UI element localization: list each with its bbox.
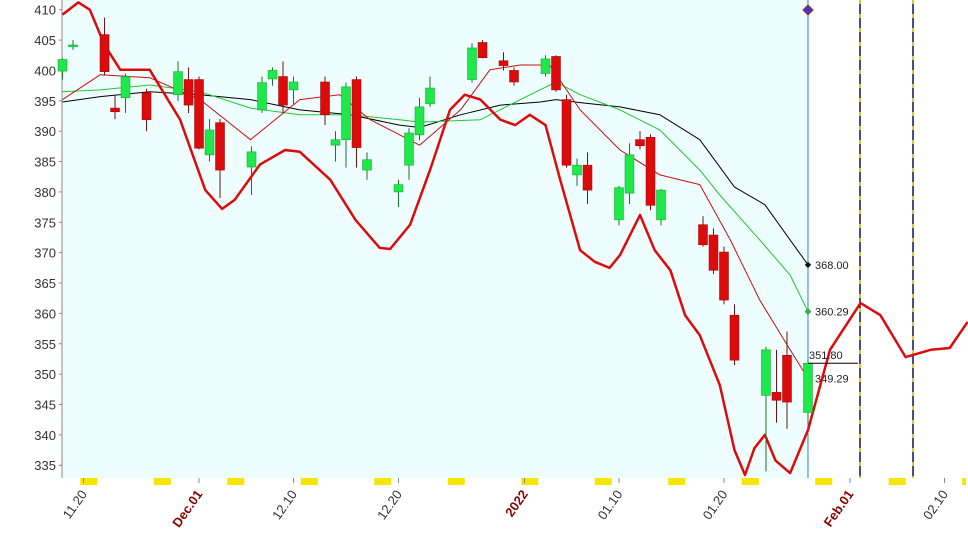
candle-body [68, 44, 78, 48]
candle-body [761, 349, 771, 396]
candle-body [194, 79, 204, 149]
candle-body [656, 189, 666, 221]
y-tick-label: 360 [34, 306, 56, 321]
current-day-marker [802, 4, 814, 16]
candle-body [267, 70, 278, 80]
candle-body [561, 99, 572, 166]
candle-body [477, 42, 488, 59]
axis-area [0, 478, 968, 555]
indicator-line [61, 1, 968, 477]
indicator-line [62, 91, 809, 266]
candle-body [614, 187, 624, 221]
candle-body [341, 86, 351, 140]
candle-body [404, 132, 414, 166]
weekend-band [815, 478, 833, 485]
weekend-band [227, 478, 245, 485]
weekend-band [594, 478, 612, 485]
candle-body [246, 151, 257, 168]
weekend-band [153, 478, 171, 485]
candle-body [120, 76, 131, 99]
candle-body [393, 184, 404, 193]
candle-body [572, 164, 582, 176]
y-tick-label: 365 [34, 276, 56, 291]
y-tick-label: 355 [34, 337, 56, 352]
y-tick-label: 345 [34, 398, 56, 413]
candle-body [729, 314, 740, 361]
candle-body [288, 81, 299, 91]
candle-body [425, 87, 435, 105]
candle-body [708, 234, 719, 271]
y-tick-label: 375 [34, 215, 56, 230]
candle-body [110, 107, 120, 113]
y-tick-label: 410 [34, 3, 56, 18]
weekend-band [300, 478, 318, 485]
candle-body [698, 224, 708, 246]
y-tick-label: 335 [34, 458, 56, 473]
candle-body [351, 79, 362, 148]
end-label: 368.00 [815, 260, 849, 272]
candle-body [771, 392, 782, 401]
weekend-band [447, 478, 465, 485]
candle-body [635, 139, 645, 147]
weekend-band [962, 478, 966, 485]
candle-body [803, 362, 813, 413]
candle-body [320, 81, 330, 116]
end-label: 360.29 [815, 307, 849, 319]
candle-body [645, 136, 656, 206]
candle-body [624, 154, 635, 194]
y-tick-label: 385 [34, 155, 56, 170]
weekend-band [668, 478, 686, 485]
candle-body [414, 106, 425, 136]
y-tick-label: 340 [34, 428, 56, 443]
candle-body [362, 159, 372, 171]
y-tick-label: 405 [34, 33, 56, 48]
candle-body [540, 58, 551, 74]
candle-body [551, 56, 561, 91]
candle-body [173, 71, 183, 96]
close-label: 351.80 [809, 350, 843, 362]
candle-body [582, 164, 593, 191]
candle-body [509, 70, 519, 83]
candle-body [782, 355, 792, 403]
candle-body [215, 122, 225, 171]
candle-body [330, 139, 341, 146]
y-tick-label: 400 [34, 63, 56, 78]
candle-body [719, 251, 729, 301]
candle-body [498, 60, 509, 66]
weekend-band [888, 478, 906, 485]
indicator-line [62, 81, 809, 312]
y-tick-label: 380 [34, 185, 56, 200]
candle-body [257, 82, 267, 111]
y-tick-label: 370 [34, 246, 56, 261]
y-tick-label: 390 [34, 124, 56, 139]
weekend-band [374, 478, 392, 485]
candle-body [99, 34, 110, 72]
end-marker [804, 308, 812, 315]
y-tick-label: 350 [34, 367, 56, 382]
end-marker [804, 261, 812, 269]
weekend-band [521, 478, 539, 485]
candle-body [141, 92, 152, 120]
candle-body [183, 79, 194, 106]
weekend-band [80, 478, 98, 485]
candle-body [57, 59, 68, 72]
candle-body [467, 47, 477, 80]
candle-body [278, 76, 288, 106]
y-tick-label: 395 [34, 94, 56, 109]
weekend-band [741, 478, 759, 485]
indicator-line [62, 64, 809, 379]
candle-body [204, 129, 215, 156]
